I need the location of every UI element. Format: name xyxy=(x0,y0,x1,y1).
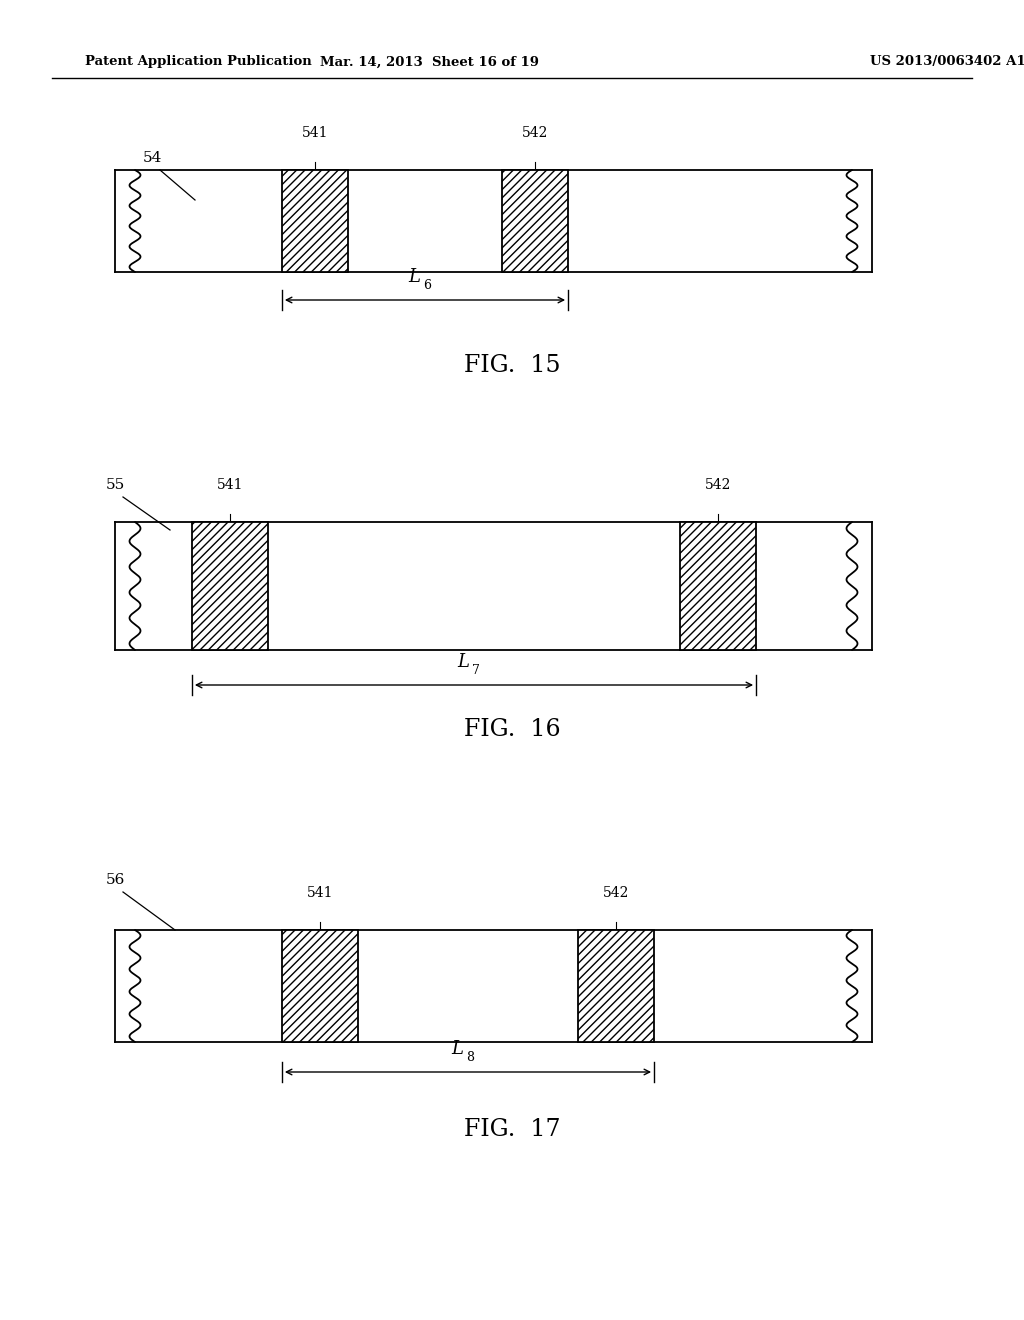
Text: 6: 6 xyxy=(423,279,431,292)
Text: 8: 8 xyxy=(466,1051,474,1064)
Bar xyxy=(282,931,358,1041)
Bar xyxy=(193,521,268,649)
Text: FIG.  17: FIG. 17 xyxy=(464,1118,560,1142)
Text: L: L xyxy=(457,653,469,671)
Text: 541: 541 xyxy=(217,478,244,492)
Text: 56: 56 xyxy=(105,873,125,887)
Text: Mar. 14, 2013  Sheet 16 of 19: Mar. 14, 2013 Sheet 16 of 19 xyxy=(321,55,540,69)
Text: Patent Application Publication: Patent Application Publication xyxy=(85,55,311,69)
Text: 542: 542 xyxy=(522,125,548,140)
Text: 7: 7 xyxy=(472,664,480,677)
Text: 541: 541 xyxy=(302,125,329,140)
Text: US 2013/0063402 A1: US 2013/0063402 A1 xyxy=(870,55,1024,69)
Bar xyxy=(502,170,568,272)
Text: FIG.  15: FIG. 15 xyxy=(464,354,560,376)
Text: L: L xyxy=(408,268,420,286)
Bar xyxy=(680,521,756,649)
Bar xyxy=(578,931,654,1041)
Text: 541: 541 xyxy=(307,886,333,900)
Text: 542: 542 xyxy=(705,478,731,492)
Text: L: L xyxy=(451,1040,463,1059)
Bar xyxy=(282,170,348,272)
Text: 55: 55 xyxy=(105,478,125,492)
Text: 542: 542 xyxy=(603,886,629,900)
Text: FIG.  16: FIG. 16 xyxy=(464,718,560,742)
Text: 54: 54 xyxy=(142,150,162,165)
